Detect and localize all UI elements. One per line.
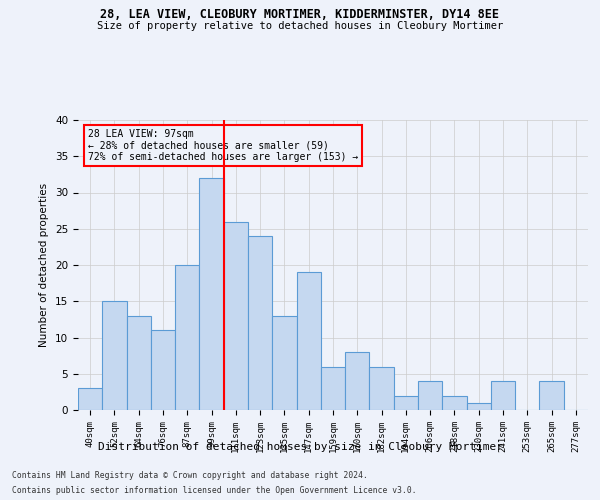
Text: Contains HM Land Registry data © Crown copyright and database right 2024.: Contains HM Land Registry data © Crown c…: [12, 471, 368, 480]
Bar: [418, 381, 442, 410]
Text: Size of property relative to detached houses in Cleobury Mortimer: Size of property relative to detached ho…: [97, 21, 503, 31]
Y-axis label: Number of detached properties: Number of detached properties: [40, 183, 49, 347]
Text: Contains public sector information licensed under the Open Government Licence v3: Contains public sector information licen…: [12, 486, 416, 495]
Bar: [248, 236, 272, 410]
Bar: [175, 265, 199, 410]
Bar: [296, 272, 321, 410]
Bar: [345, 352, 370, 410]
Bar: [321, 366, 345, 410]
Bar: [127, 316, 151, 410]
Bar: [442, 396, 467, 410]
Text: 28 LEA VIEW: 97sqm
← 28% of detached houses are smaller (59)
72% of semi-detache: 28 LEA VIEW: 97sqm ← 28% of detached hou…: [88, 128, 358, 162]
Bar: [370, 366, 394, 410]
Bar: [151, 330, 175, 410]
Bar: [224, 222, 248, 410]
Bar: [272, 316, 296, 410]
Bar: [102, 301, 127, 410]
Text: Distribution of detached houses by size in Cleobury Mortimer: Distribution of detached houses by size …: [97, 442, 503, 452]
Bar: [394, 396, 418, 410]
Bar: [78, 388, 102, 410]
Bar: [199, 178, 224, 410]
Bar: [539, 381, 564, 410]
Text: 28, LEA VIEW, CLEOBURY MORTIMER, KIDDERMINSTER, DY14 8EE: 28, LEA VIEW, CLEOBURY MORTIMER, KIDDERM…: [101, 8, 499, 20]
Bar: [491, 381, 515, 410]
Bar: [467, 403, 491, 410]
